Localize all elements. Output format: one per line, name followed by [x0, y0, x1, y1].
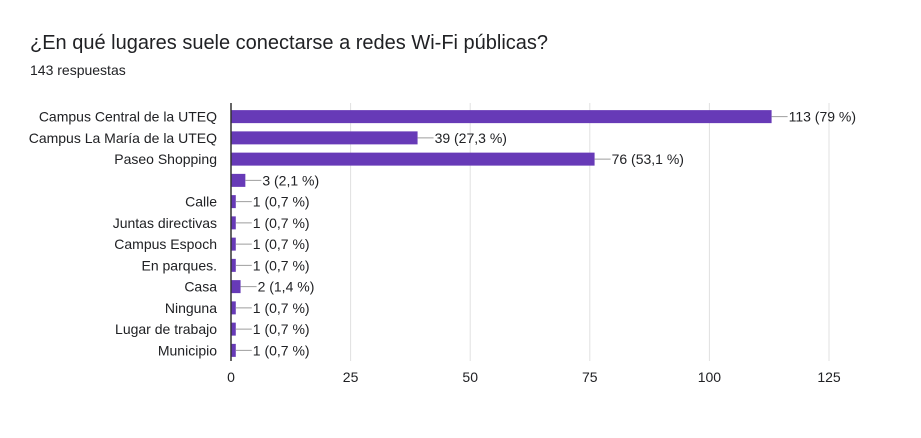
category-label: Municipio: [158, 342, 217, 358]
x-tick-label: 125: [817, 369, 841, 385]
value-label: 1 (0,7 %): [253, 342, 310, 358]
category-label: Paseo Shopping: [114, 151, 217, 167]
bar: [231, 173, 246, 187]
value-label: 1 (0,7 %): [253, 215, 310, 231]
value-label: 1 (0,7 %): [253, 194, 310, 210]
bar: [231, 131, 418, 145]
category-label: Campus La María de la UTEQ: [29, 130, 217, 146]
value-label: 113 (79 %): [789, 109, 856, 125]
bar: [231, 216, 236, 230]
category-label: Calle: [185, 194, 217, 210]
category-label: Campus Espoch: [114, 236, 217, 252]
category-label: Ninguna: [165, 300, 217, 316]
category-label: Campus Central de la UTEQ: [39, 109, 217, 125]
response-count: 143 respuestas: [30, 62, 126, 78]
value-label: 39 (27,3 %): [435, 130, 507, 146]
x-tick-label: 100: [698, 369, 722, 385]
bar: [231, 152, 595, 166]
bar: [231, 237, 236, 251]
value-label: 1 (0,7 %): [253, 236, 310, 252]
category-label: En parques.: [142, 257, 218, 273]
value-label: 1 (0,7 %): [253, 300, 310, 316]
value-label: 2 (1,4 %): [258, 279, 315, 295]
category-label: Casa: [184, 279, 217, 295]
bar: [231, 280, 241, 294]
bar: [231, 322, 236, 336]
bar: [231, 258, 236, 272]
x-tick-label: 25: [343, 369, 359, 385]
chart-title: ¿En qué lugares suele conectarse a redes…: [30, 32, 549, 54]
value-label: 1 (0,7 %): [253, 257, 310, 273]
x-tick-label: 0: [227, 369, 235, 385]
bar: [231, 301, 236, 315]
bar: [231, 195, 236, 209]
value-label: 76 (53,1 %): [612, 151, 684, 167]
value-label: 3 (2,1 %): [262, 172, 319, 188]
bar: [231, 110, 772, 124]
category-label: Lugar de trabajo: [115, 321, 217, 337]
x-tick-label: 75: [582, 369, 598, 385]
x-tick-label: 50: [462, 369, 478, 385]
bar: [231, 343, 236, 357]
category-label: Juntas directivas: [113, 215, 217, 231]
value-label: 1 (0,7 %): [253, 321, 310, 337]
